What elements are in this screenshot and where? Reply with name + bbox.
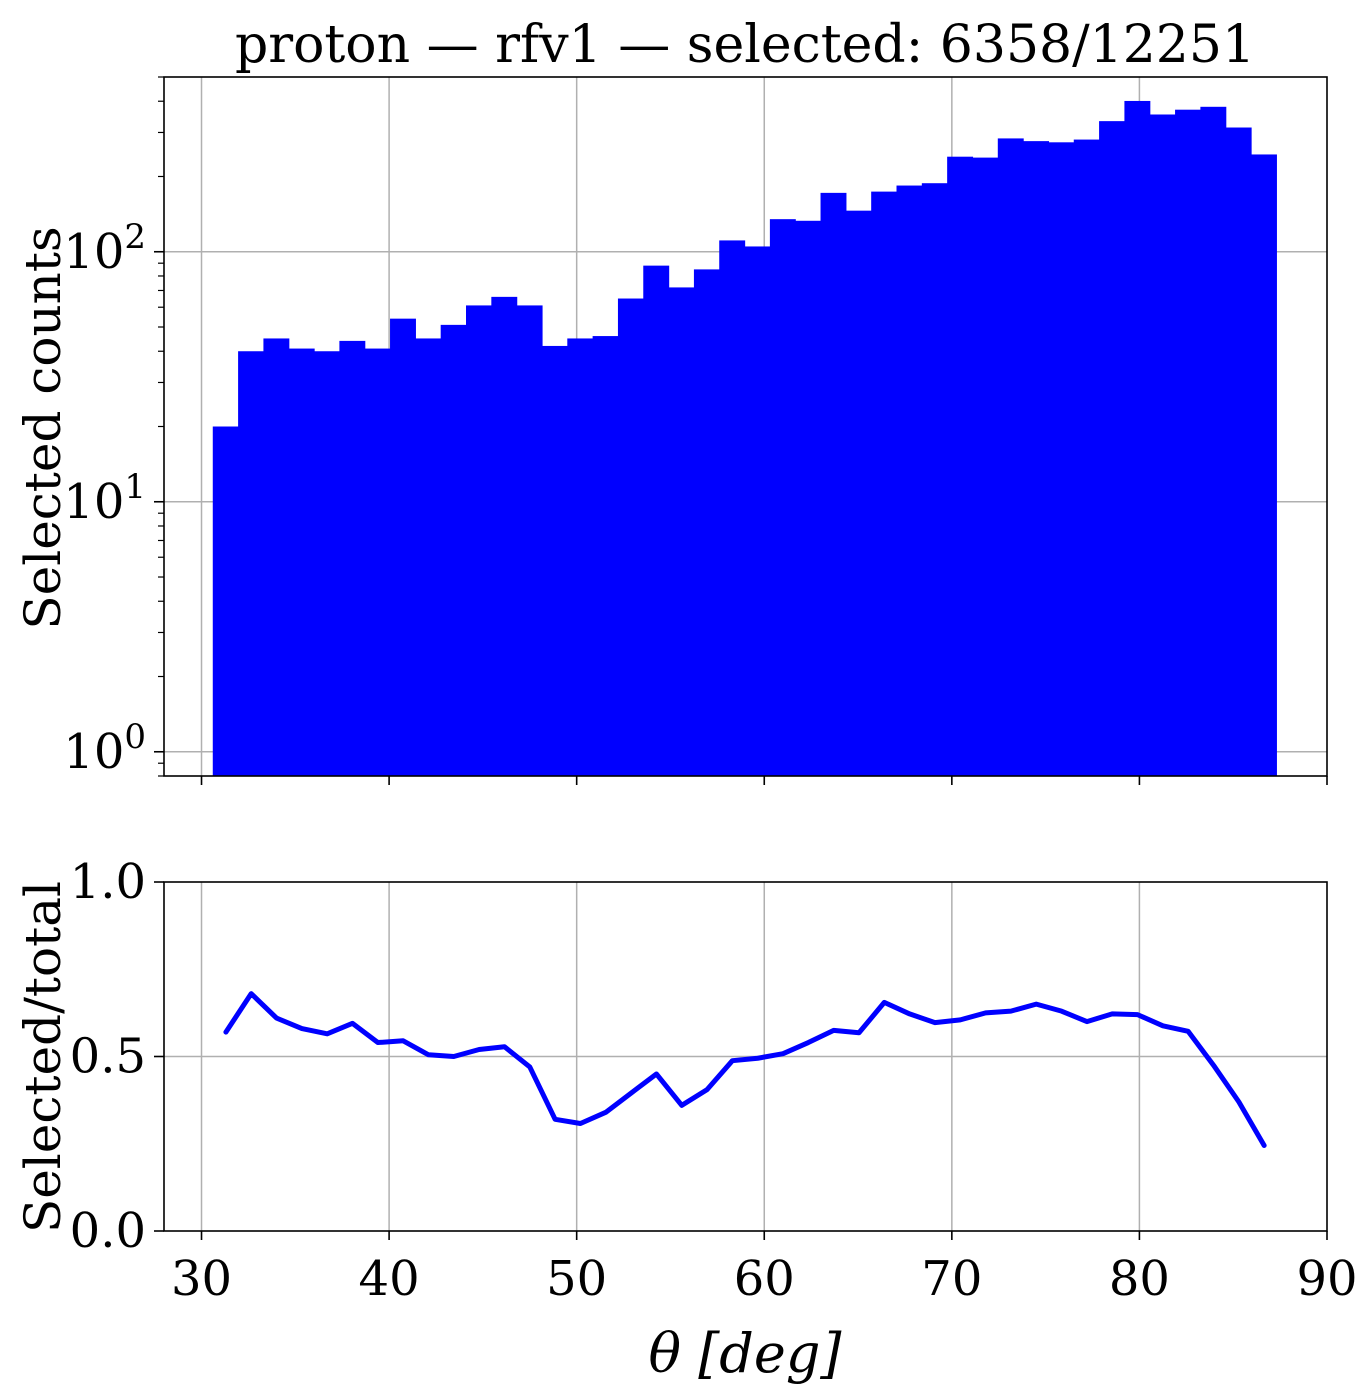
histogram-bar: [896, 185, 923, 776]
chart-title: proton — rfv1 — selected: 6358/12251: [235, 15, 1255, 75]
histogram-bar: [541, 345, 568, 776]
ratio-y-axis-label: Selected/total: [14, 881, 72, 1233]
histogram-bar: [390, 318, 416, 776]
histogram-bar: [491, 296, 518, 776]
histogram-bar: [820, 192, 847, 776]
histogram-bar: [1099, 121, 1126, 776]
histogram-bar: [1251, 154, 1277, 777]
x-tick-label: 60: [734, 1251, 795, 1307]
histogram-bar: [1073, 139, 1100, 776]
ratio-series-line: [223, 991, 1267, 1148]
histogram-y-tick-label: 102: [63, 217, 146, 280]
x-tick-label: 70: [921, 1251, 982, 1307]
histogram-bar: [466, 305, 492, 776]
histogram-bar: [339, 340, 366, 776]
histogram-bar: [871, 191, 898, 776]
histogram-bar: [314, 351, 340, 776]
histogram-bar: [719, 240, 746, 776]
x-tick-label: 30: [171, 1251, 232, 1307]
histogram-bar: [1048, 142, 1075, 776]
x-axis-label: θ [deg]: [649, 1322, 843, 1385]
histogram-bar: [1200, 106, 1227, 777]
histogram-bar: [643, 265, 670, 776]
histogram-bar: [795, 220, 822, 776]
ratio-ticks: 30 40 50 60 70 80 90 0.0 0.5 1.0: [70, 854, 1358, 1307]
histogram-bar: [415, 338, 442, 776]
x-tick-label: 80: [1109, 1251, 1170, 1307]
x-tick-label: 40: [359, 1251, 420, 1307]
histogram-bar: [1149, 114, 1176, 777]
ratio-y-tick-label: 1.0: [70, 854, 146, 910]
x-tick-label: 50: [546, 1251, 607, 1307]
histogram-bar: [668, 287, 695, 776]
histogram-bar: [921, 183, 948, 777]
histogram-bar: [516, 305, 543, 776]
histogram-y-tick-label: 100: [63, 717, 146, 780]
histogram-bar: [263, 338, 290, 776]
histogram-bar: [1124, 100, 1151, 776]
histogram-bar: [238, 351, 265, 776]
histogram-bar: [1225, 127, 1252, 776]
ratio-gridlines: [164, 882, 1327, 1231]
histogram-bar: [972, 157, 999, 777]
histogram-bar: [567, 338, 594, 776]
histogram-panel: 100 101 102 Selected counts: [14, 76, 1328, 785]
histogram-bar: [947, 156, 974, 776]
histogram-bar: [997, 138, 1024, 777]
histogram-ticks: 100 101 102: [63, 76, 1328, 785]
histogram-bar: [212, 426, 239, 776]
histogram-y-tick-label: 101: [63, 467, 146, 530]
histogram-bar: [693, 269, 720, 776]
ratio-panel: 30 40 50 60 70 80 90 0.0 0.5 1.0 Selected/total θ…: [14, 854, 1358, 1385]
ratio-y-tick-label: 0.5: [70, 1029, 146, 1085]
histogram-bar: [845, 210, 872, 776]
histogram-bar: [592, 336, 619, 776]
histogram-y-axis-label: Selected counts: [14, 226, 72, 629]
histogram-bars: [212, 100, 1277, 777]
histogram-bar: [617, 298, 644, 776]
x-tick-label: 90: [1296, 1251, 1357, 1307]
histogram-bar: [1175, 109, 1201, 776]
histogram-bar: [769, 219, 796, 776]
histogram-bar: [744, 246, 771, 776]
histogram-bar: [364, 348, 391, 776]
ratio-y-tick-label: 0.0: [70, 1203, 146, 1259]
histogram-bar: [288, 348, 315, 776]
histogram-bar: [440, 324, 467, 776]
histogram-bar: [1023, 141, 1050, 776]
